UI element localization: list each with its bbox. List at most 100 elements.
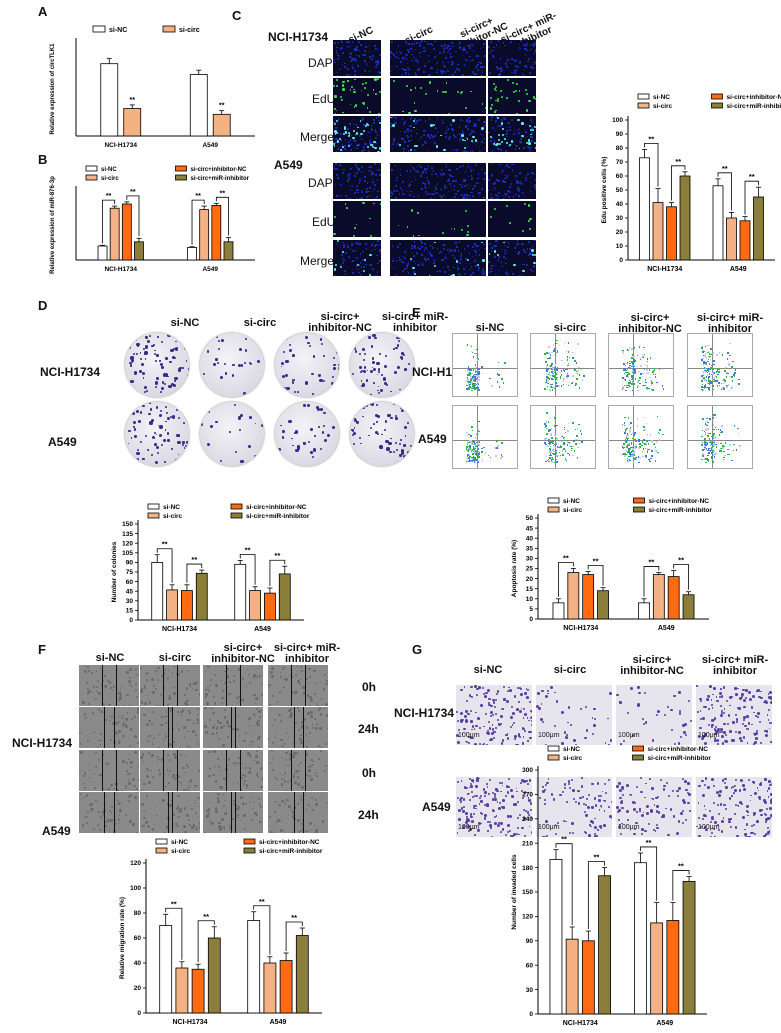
sig-bracket	[640, 846, 658, 901]
y-tick-label: 20	[526, 576, 534, 583]
chart-A-ylabel: Relative expression of circTLK1	[50, 43, 56, 135]
chart-D-legend: si-NC si-circ si-circ+inhibitor-NC si-circ+…	[147, 503, 310, 520]
micro-merge-0-1	[390, 116, 438, 152]
sig-bracket	[587, 565, 604, 586]
sig-marker: **	[220, 190, 226, 197]
y-tick-label: 30	[616, 215, 624, 222]
bar-C-0-3	[679, 175, 691, 261]
y-tick-label: 25	[526, 566, 534, 573]
bar-E-1-1	[652, 574, 665, 620]
f-time-3: 0h	[362, 766, 376, 780]
y-tick-label: 40	[616, 201, 624, 208]
bar-C-1-2	[739, 220, 751, 261]
bar-F-1-2	[279, 960, 293, 1014]
flow-plot-1-1	[530, 405, 596, 469]
scratch-image-3-2	[203, 792, 263, 833]
bar-E-1-3	[682, 594, 695, 620]
y-tick-label: 240	[522, 816, 533, 823]
chart-c-edu: si-NC si-circ si-circ+inhibitor-NC si-circ+…	[601, 93, 781, 273]
chart-E-ylabel: Apoptosis rate (%)	[511, 540, 518, 597]
y-tick-label: 60	[126, 579, 134, 586]
f-col-si-circ: si-circ	[150, 653, 200, 664]
y-tick-label: 50	[526, 515, 534, 522]
g-row-a549: A549	[422, 800, 451, 814]
sig-marker: **	[195, 193, 201, 200]
e-row-a549: A549	[418, 432, 447, 446]
flow-plot-1-3	[687, 405, 753, 469]
micro-merge-1-3	[488, 240, 536, 276]
sig-marker: **	[648, 134, 654, 143]
sig-marker: **	[646, 838, 652, 847]
y-tick-label: 100	[612, 117, 623, 124]
micro-dapi-0-2	[438, 40, 486, 76]
bar-B-1-1	[199, 209, 210, 261]
chart-D-ylabel: Number of colonies	[111, 541, 118, 602]
legend-swatch-si_circ	[155, 847, 168, 854]
legend-label-inh_nc: si-circ+inhibitor-NC	[259, 839, 320, 846]
sig-bracket	[191, 199, 205, 245]
c-row-dapi-1: DAPI	[308, 56, 336, 70]
bar-B-1-3	[223, 241, 234, 261]
micro-edu-1-1	[390, 201, 438, 237]
scale-bar-label: 100μm	[618, 732, 640, 739]
sig-marker: **	[291, 913, 297, 922]
c-row-edu-2: EdU	[312, 215, 335, 229]
bar-D-1-2	[264, 592, 276, 621]
d-col-miR-inhibitor: si-circ+ miR-inhibitor	[370, 312, 460, 334]
scale-bar-label: 100μm	[538, 732, 560, 739]
f-row-a549: A549	[42, 824, 71, 838]
x-tick-label: A549	[656, 1020, 673, 1027]
d-row-a549: A549	[48, 435, 77, 449]
scale-bar-label: 100μm	[618, 824, 640, 831]
flow-plot-0-3	[687, 333, 753, 397]
sig-bracket	[102, 199, 116, 244]
y-tick-label: 10	[616, 243, 624, 250]
scratch-image-0-0	[79, 665, 139, 706]
legend-swatch-si_circ	[162, 25, 176, 33]
y-tick-label: 70	[616, 159, 624, 166]
panel-label-a: A	[38, 4, 47, 19]
panel-label-b: B	[38, 152, 47, 167]
sig-bracket	[643, 566, 660, 597]
y-tick-label: 10	[526, 596, 534, 603]
y-tick-label: 150	[522, 889, 533, 896]
legend-label-inh_nc: si-circ+inhibitor-NC	[727, 94, 781, 101]
transwell-image-0-3: 100μm	[696, 685, 772, 745]
scratch-image-2-2	[203, 750, 263, 791]
legend-swatch-si_circ	[547, 754, 560, 761]
bar-B-0-2	[121, 203, 132, 261]
f-time-2: 24h	[358, 722, 379, 736]
y-tick-label: 45	[126, 588, 134, 595]
chart-f-migration: si-NC si-circ si-circ+inhibitor-NC si-circ+…	[119, 838, 323, 1026]
bar-A-0-1	[123, 108, 142, 137]
colony-dish-1-1	[200, 402, 264, 466]
micro-merge-0-3	[488, 116, 536, 152]
bar-D-1-1	[249, 590, 261, 621]
panel-label-f: F	[38, 642, 46, 657]
x-tick-label: NCI-H1734	[162, 626, 197, 633]
legend-swatch-inh_nc	[632, 745, 644, 752]
y-tick-label: 40	[526, 535, 534, 542]
flow-plot-1-2	[608, 405, 674, 469]
micro-merge-1-2	[438, 240, 486, 276]
c-cellline-nci: NCI-H1734	[268, 30, 328, 44]
legend-swatch-si_nc	[85, 165, 98, 172]
sig-marker: **	[675, 157, 681, 166]
legend-swatch-miR_inh	[175, 174, 187, 181]
legend-label-miR_inh: si-circ+miR-inhibitor	[649, 507, 713, 514]
y-tick-label: 40	[134, 960, 142, 967]
micro-edu-0-3	[488, 78, 536, 114]
legend-swatch-miR_inh	[633, 506, 645, 513]
bar-B-0-3	[134, 241, 144, 261]
legend-label-inh_nc: si-circ+inhibitor-NC	[246, 504, 307, 511]
x-tick-label: NCI-H1734	[104, 142, 137, 149]
sig-marker: **	[594, 853, 600, 862]
bar-F-1-0	[247, 920, 261, 1014]
y-tick-label: 60	[526, 962, 534, 969]
chart-C-legend: si-NC si-circ si-circ+inhibitor-NC si-circ+…	[637, 93, 781, 110]
chart-G-legend: si-NC si-circ si-circ+inhibitor-NC si-circ+…	[547, 745, 711, 762]
transwell-image-1-0: 100μm	[456, 777, 532, 837]
y-tick-label: 20	[134, 985, 142, 992]
bar-D-0-3	[195, 572, 208, 621]
y-tick-label: 15	[526, 586, 534, 593]
